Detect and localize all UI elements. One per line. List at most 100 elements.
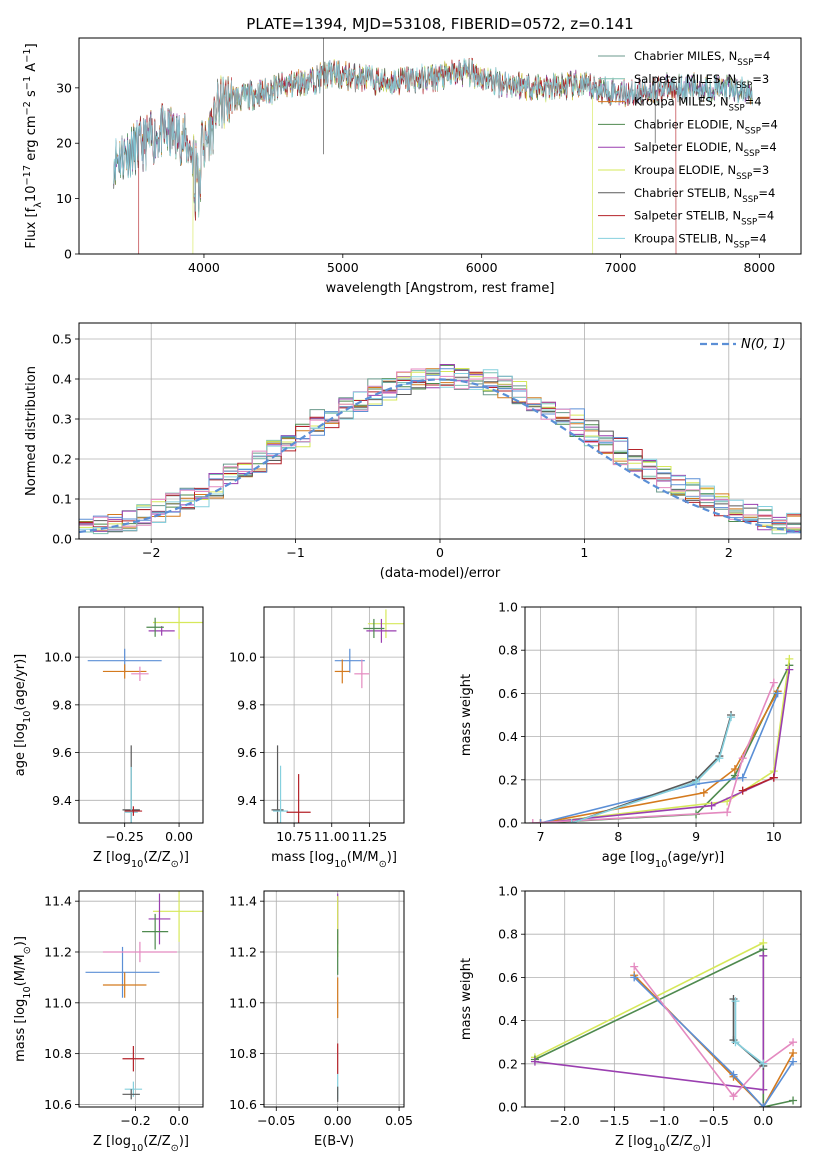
y-axis-label: mass weight: [459, 958, 474, 1040]
legend-entry: Kroupa MILES, NSSP=4: [634, 95, 762, 114]
x-tick-label: 8: [614, 829, 622, 844]
plot-area: [85, 891, 203, 1100]
weight-marker: [731, 997, 740, 1006]
x-axis-label: Z [log10(Z/Z⊙)]: [93, 850, 189, 870]
weight-marker: [759, 951, 768, 960]
weight-line: [540, 658, 791, 823]
x-tick-label: 9: [692, 829, 700, 844]
x-tick-label: 7: [537, 829, 545, 844]
x-tick-label: 11.00: [314, 829, 350, 844]
y-tick-label: 11.4: [229, 894, 257, 909]
x-tick-label: 6000: [466, 260, 498, 275]
plot-area: [87, 607, 203, 823]
x-tick-label: −2.0: [550, 1113, 580, 1128]
legend: N(0, 1): [700, 337, 786, 352]
y-axis-label: Normed distribution: [24, 366, 39, 496]
y-tick-label: 0.5: [52, 332, 72, 347]
weight-marker: [789, 1049, 798, 1057]
x-tick-label: 0.00: [165, 829, 193, 844]
y-tick-label: 0.6: [498, 686, 518, 701]
x-tick-label: −1.5: [599, 1113, 629, 1128]
weight-line: [742, 776, 775, 792]
panel-residual_hist: N(0, 1) −2 −1 0 1 2 0.0 0.1 0.2 0.3 0.4 0.5 (data-mo…: [24, 322, 802, 581]
x-tick-label: −0.05: [257, 1113, 295, 1128]
axes-frame: [524, 890, 802, 1108]
y-tick-label: 0: [64, 247, 72, 262]
y-tick-label: 0.1: [52, 492, 72, 507]
y-tick-label: 11.0: [229, 995, 257, 1010]
x-tick-label: 7000: [605, 260, 637, 275]
x-tick-label: 5000: [327, 260, 359, 275]
weight-marker: [729, 1092, 738, 1101]
weight-marker: [536, 819, 545, 823]
x-tick-label: 1: [580, 545, 588, 560]
weight-marker: [715, 754, 724, 763]
y-tick-label: 0.0: [52, 532, 72, 547]
plot-area: [530, 938, 798, 1107]
weight-line: [633, 976, 794, 1107]
weight-marker: [707, 801, 716, 810]
y-tick-label: 10.8: [229, 1046, 257, 1061]
y-tick-label: 10.6: [44, 1097, 72, 1112]
histogram-step: [79, 368, 801, 531]
weight-marker: [789, 1057, 798, 1066]
y-tick-label: 30: [56, 80, 72, 95]
plot-area: [528, 654, 794, 823]
y-tick-label: 0.6: [498, 970, 518, 985]
weight-marker: [692, 777, 701, 786]
weight-marker: [769, 773, 778, 782]
weight-marker: [630, 962, 639, 971]
panel-mass_vs_Z: −0.2 0.0 10.6 10.8 11.0 11.2 11.4 Z [log10(Z/Z⊙…: [13, 890, 204, 1154]
y-tick-label: 10: [56, 191, 72, 206]
weight-marker: [759, 1059, 768, 1068]
weight-marker: [530, 1057, 539, 1066]
y-tick-label: 10.0: [229, 650, 257, 665]
weight-marker: [759, 1103, 768, 1107]
x-axis-label: age [log10(age/yr)]: [602, 850, 725, 870]
y-tick-label: 0.2: [498, 1056, 518, 1071]
x-tick-label: 8000: [743, 260, 775, 275]
weight-line: [534, 941, 765, 1107]
y-tick-label: 0.2: [52, 452, 72, 467]
weight-marker: [727, 713, 736, 722]
panel-weight_vs_Z: −2.0 −1.5 −1.0 −0.5 0.0 0.0 0.2 0.4 0.6 0.8 1.0 Z […: [459, 884, 802, 1154]
x-tick-label: 0.05: [385, 1113, 413, 1128]
legend-entry: N(0, 1): [741, 337, 786, 352]
y-tick-label: 0.4: [498, 729, 518, 744]
axes-frame: [78, 890, 204, 1108]
axes-frame: [263, 606, 405, 824]
y-tick-label: 9.4: [52, 793, 72, 808]
axes-frame: [524, 606, 802, 824]
y-tick-label: 0.4: [498, 1013, 518, 1028]
plot-area: [79, 364, 801, 535]
figure-title: PLATE=1394, MJD=53108, FIBERID=0572, z=0…: [246, 15, 633, 33]
x-tick-label: 0: [436, 545, 444, 560]
y-tick-label: 11.2: [229, 944, 257, 959]
x-tick-label: 10.75: [276, 829, 312, 844]
spectrum-line: [113, 58, 753, 218]
y-tick-label: 0.0: [498, 816, 518, 831]
weight-line: [540, 693, 779, 823]
panel-age_vs_Z: −0.25 0.00 9.4 9.6 9.8 10.0 Z [log10(Z/Z⊙)] age…: [13, 606, 204, 870]
legend-entry: Salpeter ELODIE, NSSP=4: [634, 140, 777, 159]
x-tick-label: −2: [142, 545, 160, 560]
weight-marker: [731, 1038, 740, 1047]
weight-line: [571, 716, 732, 823]
x-axis-label: wavelength [Angstrom, rest frame]: [326, 281, 555, 296]
panel-weight_vs_age: 7 8 9 10 0.0 0.2 0.4 0.6 0.8 1.0 age [log10(age/yr…: [459, 600, 802, 870]
x-axis-label: (data-model)/error: [380, 566, 501, 581]
y-tick-label: 0.8: [498, 643, 518, 658]
panel-age_vs_mass: 10.75 11.00 11.25 9.4 9.6 9.8 10.0 mass [log10(…: [229, 606, 405, 870]
weight-marker: [528, 819, 537, 823]
weight-marker: [738, 754, 747, 763]
weight-marker: [785, 665, 794, 674]
weight-line: [532, 682, 775, 823]
weight-line: [732, 999, 764, 1067]
weight-marker: [723, 808, 732, 817]
panel-mass_vs_ebv: −0.05 0.00 0.05 10.6 10.8 11.0 11.2 11.4 E(B-V): [229, 890, 413, 1149]
y-tick-label: 20: [56, 136, 72, 151]
legend-entry: Chabrier STELIB, NSSP=4: [634, 186, 775, 205]
y-tick-label: 0.2: [498, 772, 518, 787]
y-tick-label: 9.8: [52, 697, 72, 712]
panel-spectrum: Chabrier MILES, NSSP=4 Salpeter MILES, NS…: [22, 37, 802, 296]
